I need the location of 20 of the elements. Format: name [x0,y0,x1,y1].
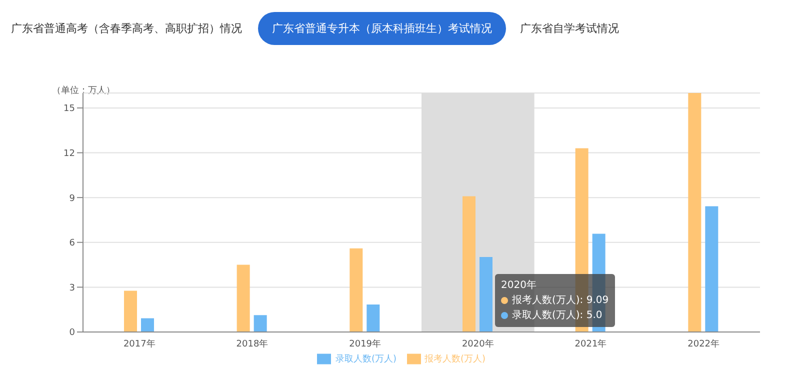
legend-label: 录取人数(万人) [335,354,396,364]
y-tick-label: 6 [69,238,76,249]
x-tick-label: 2021年 [574,338,607,350]
text: 广东省普通高考（含春季高考、高职扩招）情况 [11,20,242,36]
annotation: 2020年 [501,279,538,293]
x-tick-label: 2018年 [236,338,268,350]
annotation: 录取人数(万人): 5.0 [511,309,604,323]
y-tick-label: 3 [69,283,75,294]
x-tick-label: 2022年 [688,338,720,350]
legend-label: 报考人数(万人) [424,354,486,364]
x-tick-label: 2020年 [462,338,494,350]
y-tick-label: 15 [64,104,75,114]
x-tick-label: 2017年 [123,338,156,350]
x-tick-label: 2019年 [349,338,382,350]
annotation: 报考人数(万人): 9.09 [511,294,609,308]
y-tick-label: 0 [69,328,76,338]
y-tick-label: 9 [69,194,76,204]
text: 广东省自学考试情况 [520,20,619,36]
text: 广东省普通专升本（原本科插班生）考试情况 [258,12,506,44]
y-tick-label: 12 [64,148,75,159]
